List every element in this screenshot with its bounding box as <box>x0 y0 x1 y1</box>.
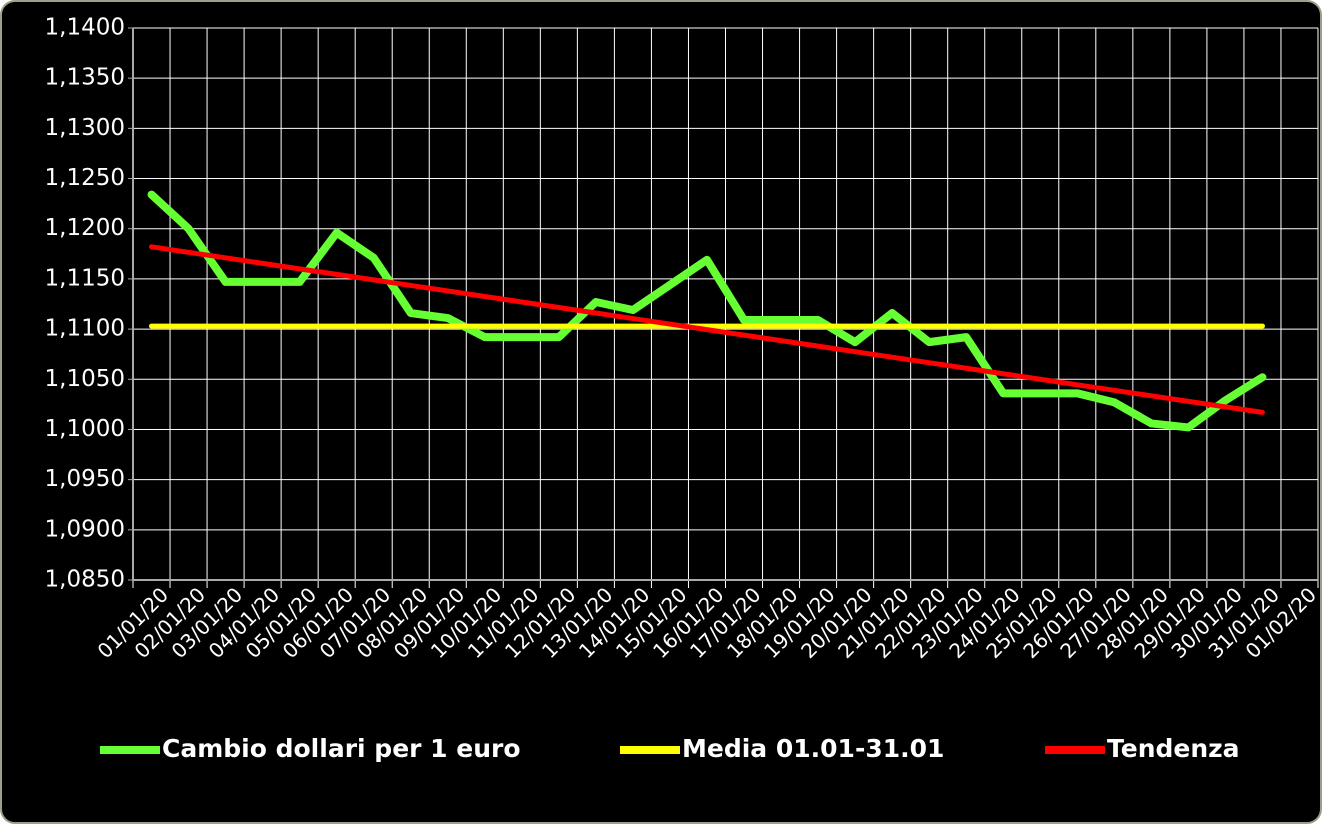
legend-label: Tendenza <box>1107 734 1240 763</box>
y-tick-label: 1,1000 <box>45 416 125 442</box>
y-tick-label: 1,1050 <box>45 366 125 392</box>
series-line <box>149 244 1265 415</box>
y-tick-label: 1,1100 <box>45 316 125 342</box>
y-tick-label: 1,1250 <box>45 165 125 191</box>
y-tick-label: 1,0850 <box>45 567 125 593</box>
y-tick-label: 1,0900 <box>45 516 125 542</box>
y-tick-label: 1,1400 <box>45 15 125 41</box>
legend-label: Media 01.01-31.01 <box>682 734 944 763</box>
y-tick-label: 1,0950 <box>45 466 125 492</box>
series-line <box>147 190 1267 432</box>
y-tick-label: 1,1300 <box>45 115 125 141</box>
y-tick-label: 1,1200 <box>45 215 125 241</box>
y-tick-label: 1,1350 <box>45 65 125 91</box>
legend-label: Cambio dollari per 1 euro <box>162 734 521 763</box>
y-tick-label: 1,1150 <box>45 265 125 291</box>
